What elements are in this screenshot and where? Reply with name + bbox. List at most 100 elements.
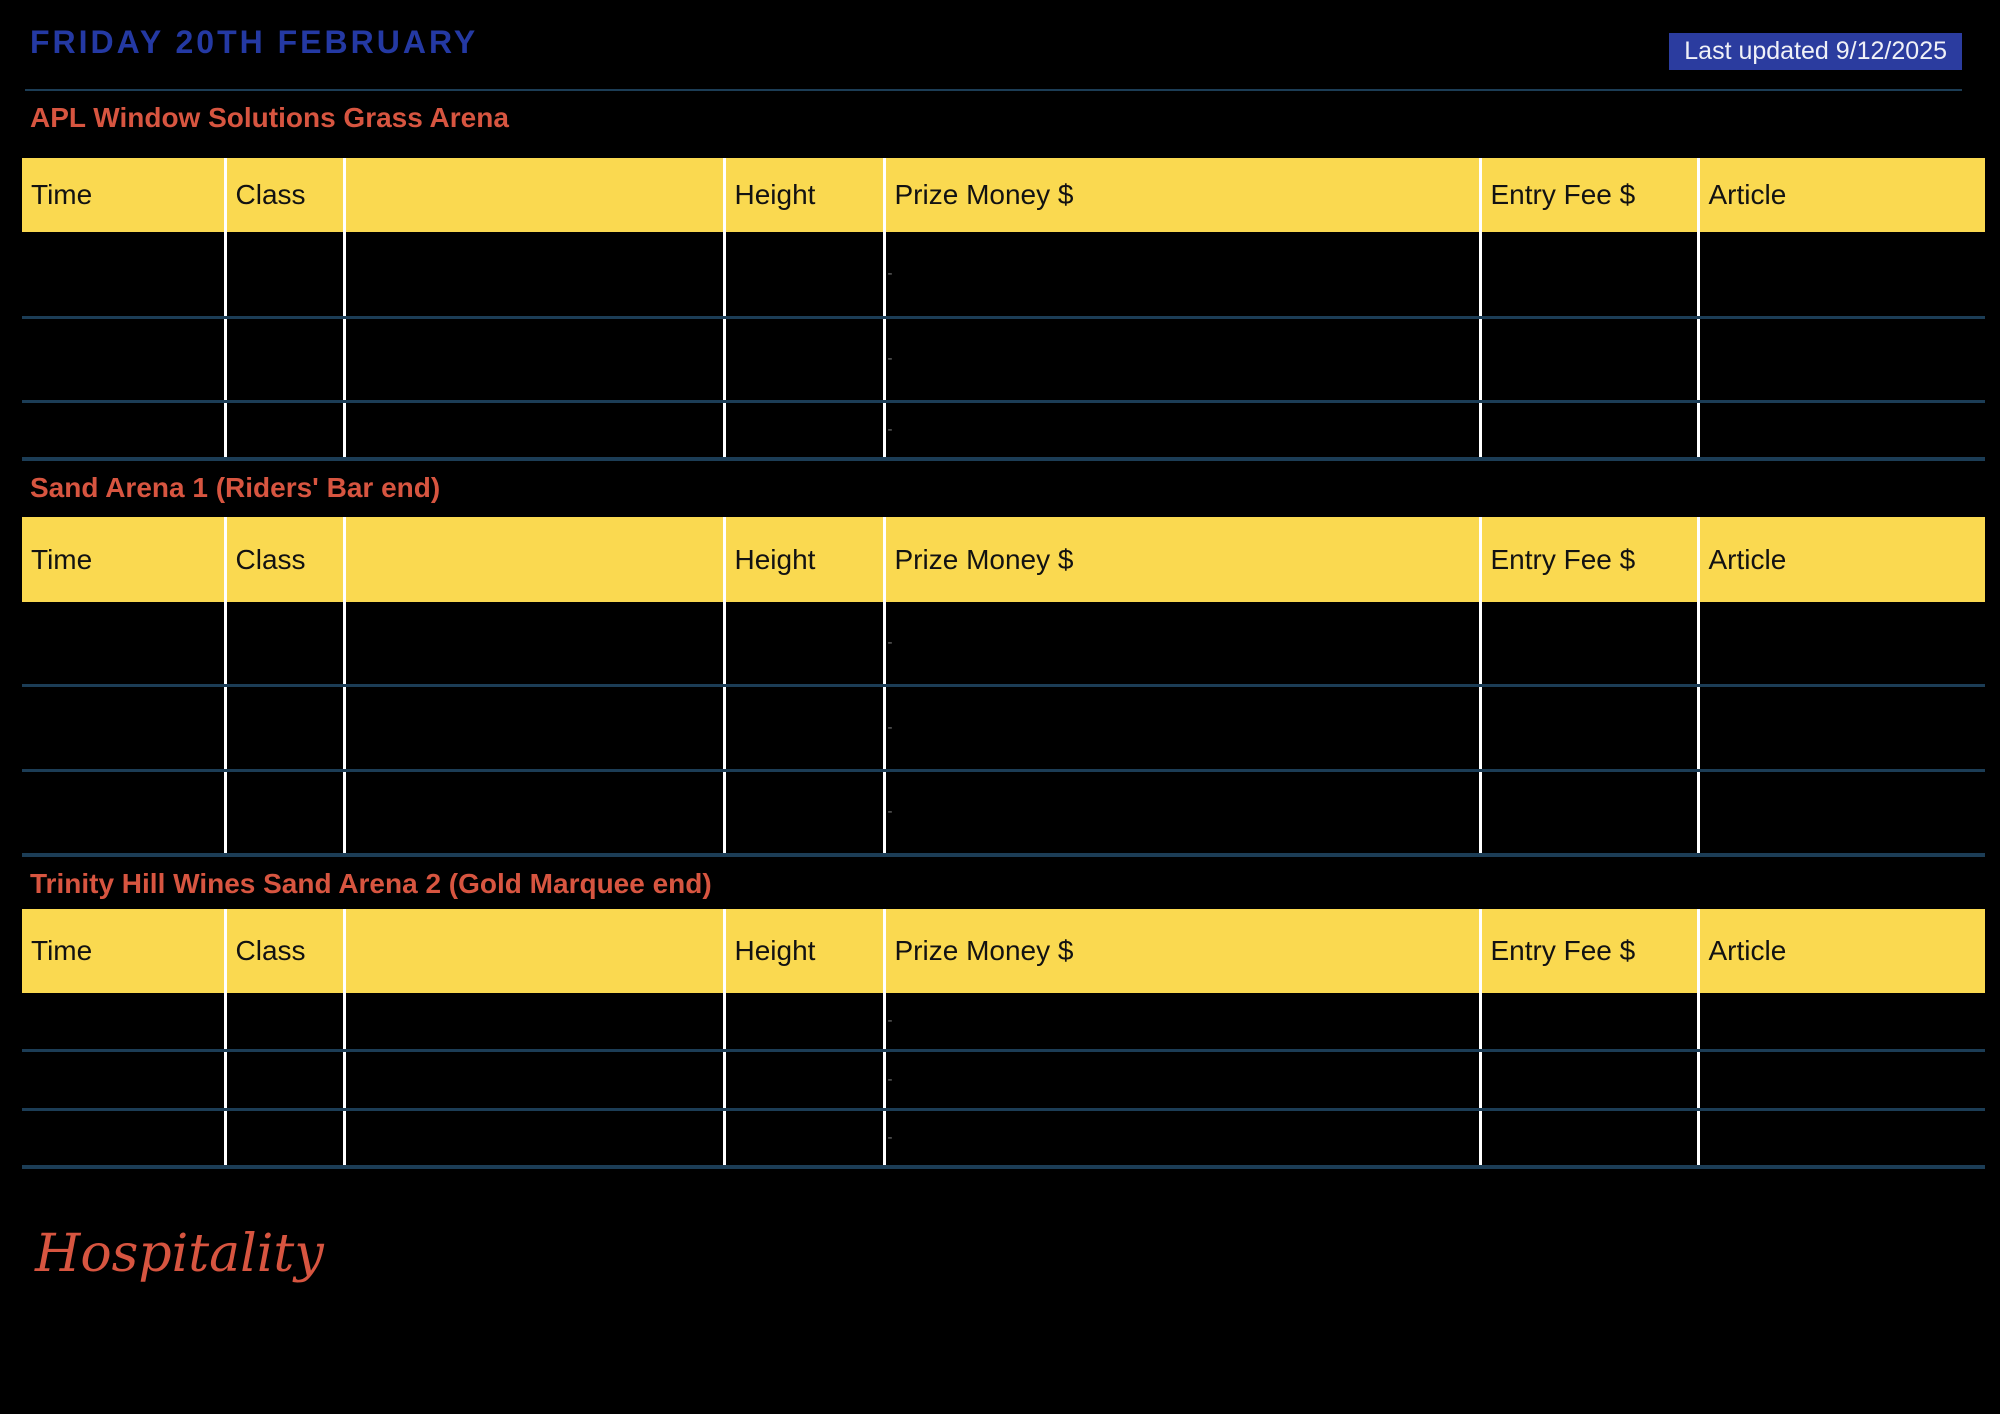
table-row: - <box>22 232 1985 319</box>
column-header-prize-money: Prize Money $ <box>882 517 1480 602</box>
prize-empty-dash: - <box>887 1070 893 1088</box>
cell-entry-fee <box>1478 1109 1698 1169</box>
table-row: - <box>22 1050 1985 1111</box>
schedule-table: Time Class Height Prize Money $ Entry Fee $ A… <box>22 909 1985 1169</box>
arena-section: Sand Arena 1 (Riders' Bar end) Time Class… <box>0 473 2000 857</box>
cell-entry-fee <box>1478 401 1698 461</box>
column-header-entry-fee: Entry Fee $ <box>1478 158 1698 232</box>
column-header-height: Height <box>722 158 884 232</box>
cell-time <box>22 602 225 687</box>
column-header-class: Class <box>223 909 344 993</box>
column-header-height: Height <box>722 909 884 993</box>
cell-time <box>22 1050 225 1111</box>
last-updated-badge: Last updated 9/12/2025 <box>1669 33 1962 70</box>
hospitality-script-text: Hospitality <box>35 1224 324 1284</box>
table-row: - <box>22 993 1985 1052</box>
cell-class-detail <box>342 1109 724 1169</box>
column-header-prize-money: Prize Money $ <box>882 909 1480 993</box>
cell-height <box>722 232 884 319</box>
column-header-prize-money: Prize Money $ <box>882 158 1480 232</box>
cell-height <box>722 993 884 1052</box>
column-header-class-detail <box>342 158 724 232</box>
cell-time <box>22 232 225 319</box>
column-header-entry-fee: Entry Fee $ <box>1478 517 1698 602</box>
cell-class-detail <box>342 770 724 857</box>
prize-empty-dash: - <box>887 264 893 282</box>
cell-height <box>722 1109 884 1169</box>
column-header-article: Article <box>1696 909 1985 993</box>
cell-time <box>22 770 225 857</box>
table-row: - <box>22 770 1985 857</box>
cell-height <box>722 602 884 687</box>
cell-time <box>22 317 225 403</box>
cell-entry-fee <box>1478 1050 1698 1111</box>
column-header-time: Time <box>31 543 93 575</box>
table-row: - <box>22 602 1985 687</box>
cell-class <box>223 232 344 319</box>
header-divider <box>25 89 1962 91</box>
cell-prize-money: - <box>882 317 1480 403</box>
arena-section: APL Window Solutions Grass Arena Time Cla… <box>0 103 2000 461</box>
prize-empty-dash: - <box>887 1011 893 1029</box>
table-row: - <box>22 401 1985 461</box>
cell-article <box>1696 602 1985 687</box>
cell-class <box>223 401 344 461</box>
prize-empty-dash: - <box>887 803 893 821</box>
arena-title: Sand Arena 1 (Riders' Bar end) <box>30 472 441 503</box>
cell-article <box>1696 770 1985 857</box>
cell-prize-money: - <box>882 401 1480 461</box>
table-row: - <box>22 317 1985 403</box>
cell-entry-fee <box>1478 602 1698 687</box>
arena-section: Trinity Hill Wines Sand Arena 2 (Gold Ma… <box>0 869 2000 1169</box>
column-header-article: Article <box>1696 158 1985 232</box>
prize-empty-dash: - <box>887 350 893 367</box>
cell-entry-fee <box>1478 770 1698 857</box>
table-row: - <box>22 1109 1985 1169</box>
cell-height <box>722 685 884 772</box>
prize-empty-dash: - <box>887 633 893 651</box>
cell-time <box>22 685 225 772</box>
cell-class-detail <box>342 1050 724 1111</box>
cell-article <box>1696 232 1985 319</box>
cell-prize-money: - <box>882 770 1480 857</box>
arena-sections: APL Window Solutions Grass Arena Time Cla… <box>0 103 2000 1169</box>
cell-time <box>22 993 225 1052</box>
cell-prize-money: - <box>882 1109 1480 1169</box>
table-header-row: Time Class Height Prize Money $ Entry Fee $ A… <box>22 909 1985 993</box>
table-header-row: Time Class Height Prize Money $ Entry Fee $ A… <box>22 517 1985 602</box>
cell-prize-money: - <box>882 1050 1480 1111</box>
column-header-entry-fee: Entry Fee $ <box>1478 909 1698 993</box>
schedule-table: Time Class Height Prize Money $ Entry Fee $ A… <box>22 517 1985 857</box>
page-title: FRIDAY 20TH FEBRUARY <box>30 24 479 60</box>
column-header-time: Time <box>31 935 93 966</box>
cell-height <box>722 401 884 461</box>
cell-prize-money: - <box>882 685 1480 772</box>
cell-time <box>22 401 225 461</box>
column-header-class-detail <box>342 909 724 993</box>
cell-time <box>22 1109 225 1169</box>
column-header-article: Article <box>1696 517 1985 602</box>
cell-class <box>223 1109 344 1169</box>
cell-class <box>223 1050 344 1111</box>
cell-height <box>722 1050 884 1111</box>
column-header-height: Height <box>722 517 884 602</box>
column-header-time: Time <box>31 179 93 210</box>
cell-height <box>722 770 884 857</box>
table-header-row: Time Class Height Prize Money $ Entry Fee $ A… <box>22 158 1985 232</box>
column-header-class-detail <box>342 517 724 602</box>
cell-article <box>1696 317 1985 403</box>
cell-class-detail <box>342 232 724 319</box>
cell-entry-fee <box>1478 993 1698 1052</box>
cell-article <box>1696 1109 1985 1169</box>
page-header: FRIDAY 20TH FEBRUARY Last updated 9/12/2… <box>0 0 2000 91</box>
cell-entry-fee <box>1478 317 1698 403</box>
cell-article <box>1696 1050 1985 1111</box>
arena-title: Trinity Hill Wines Sand Arena 2 (Gold Ma… <box>30 868 712 899</box>
column-header-class: Class <box>223 158 344 232</box>
cell-height <box>722 317 884 403</box>
cell-class <box>223 317 344 403</box>
cell-class-detail <box>342 993 724 1052</box>
prize-empty-dash: - <box>887 420 893 438</box>
cell-class-detail <box>342 401 724 461</box>
